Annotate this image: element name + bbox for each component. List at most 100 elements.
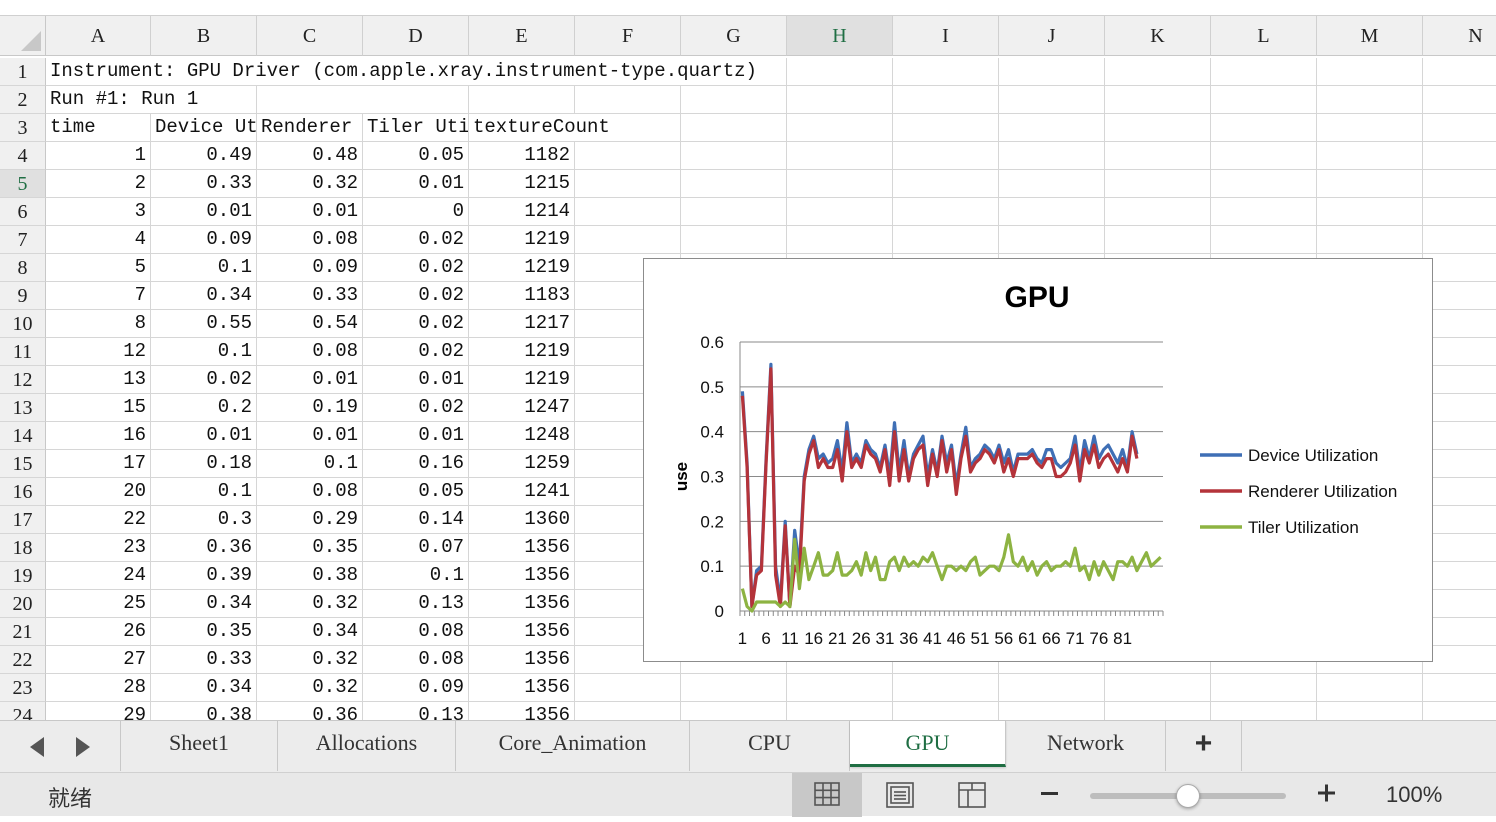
cell[interactable]: 0.08 (257, 478, 363, 506)
row-header[interactable]: 17 (0, 506, 46, 534)
cell[interactable]: 20 (46, 478, 151, 506)
cell[interactable]: Tiler Utilization (363, 114, 469, 142)
cell[interactable] (1211, 226, 1317, 254)
cell[interactable]: 5 (46, 254, 151, 282)
column-header-h[interactable]: H (787, 16, 893, 56)
cell[interactable] (893, 198, 999, 226)
cell[interactable]: 1356 (469, 702, 575, 720)
column-header-b[interactable]: B (151, 16, 257, 56)
sheet-tab-allocations[interactable]: Allocations (278, 721, 456, 771)
zoom-percentage[interactable]: 100% (1386, 782, 1443, 807)
cell[interactable]: 27 (46, 646, 151, 674)
cell[interactable]: 0.55 (151, 310, 257, 338)
row-header[interactable]: 18 (0, 534, 46, 562)
cell[interactable] (1423, 170, 1496, 198)
cell[interactable]: 0.54 (257, 310, 363, 338)
cell[interactable] (575, 142, 681, 170)
cell[interactable]: 0.33 (151, 646, 257, 674)
row-header[interactable]: 21 (0, 618, 46, 646)
cell[interactable] (1423, 478, 1496, 506)
cell[interactable]: 1219 (469, 338, 575, 366)
cell[interactable] (1423, 226, 1496, 254)
cell[interactable]: 1219 (469, 254, 575, 282)
column-header-f[interactable]: F (575, 16, 681, 56)
row-header[interactable]: 24 (0, 702, 46, 720)
cell[interactable]: 0.32 (257, 646, 363, 674)
sheet-tab-core-animation[interactable]: Core_Animation (456, 721, 690, 771)
row-header[interactable]: 22 (0, 646, 46, 674)
cell[interactable] (787, 58, 893, 86)
cell[interactable]: 0.34 (151, 590, 257, 618)
cell[interactable] (1211, 114, 1317, 142)
cell[interactable] (575, 114, 681, 142)
cell[interactable]: 1360 (469, 506, 575, 534)
cell[interactable] (681, 674, 787, 702)
cell[interactable]: 22 (46, 506, 151, 534)
cell[interactable]: 8 (46, 310, 151, 338)
cell[interactable]: 0.2 (151, 394, 257, 422)
cell[interactable] (1105, 674, 1211, 702)
cell[interactable] (1423, 702, 1496, 720)
cell[interactable]: 25 (46, 590, 151, 618)
cell[interactable]: 0.1 (257, 450, 363, 478)
page-break-view-button[interactable] (938, 773, 1008, 817)
cell[interactable]: 1214 (469, 198, 575, 226)
cell[interactable] (893, 86, 999, 114)
cell[interactable]: 0.14 (363, 506, 469, 534)
cell[interactable] (1423, 198, 1496, 226)
row-header[interactable]: 9 (0, 282, 46, 310)
cell[interactable] (999, 86, 1105, 114)
cell[interactable] (787, 170, 893, 198)
cell[interactable]: 1356 (469, 562, 575, 590)
cell[interactable]: 0.02 (363, 394, 469, 422)
cell[interactable]: 0.33 (257, 282, 363, 310)
cell[interactable]: 1182 (469, 142, 575, 170)
cell[interactable] (999, 170, 1105, 198)
cell[interactable]: 0.01 (151, 198, 257, 226)
cell[interactable] (681, 58, 787, 86)
cell[interactable]: 0.1 (151, 338, 257, 366)
cell[interactable] (575, 674, 681, 702)
row-header[interactable]: 14 (0, 422, 46, 450)
cell[interactable] (893, 226, 999, 254)
cell[interactable]: Device Utilization (151, 114, 257, 142)
cell[interactable]: time (46, 114, 151, 142)
column-header-j[interactable]: J (999, 16, 1105, 56)
cell[interactable]: 0.01 (363, 170, 469, 198)
sheet-tab-sheet1[interactable]: Sheet1 (120, 721, 278, 771)
row-header[interactable]: 19 (0, 562, 46, 590)
cell[interactable] (1317, 674, 1423, 702)
cell[interactable] (999, 58, 1105, 86)
cell[interactable]: 1356 (469, 674, 575, 702)
row-header[interactable]: 23 (0, 674, 46, 702)
cell[interactable] (1423, 674, 1496, 702)
column-header-d[interactable]: D (363, 16, 469, 56)
cell[interactable]: 28 (46, 674, 151, 702)
cell[interactable]: 0.36 (257, 702, 363, 720)
cell[interactable] (787, 86, 893, 114)
cell[interactable]: 0.38 (151, 702, 257, 720)
cell[interactable] (1317, 198, 1423, 226)
cell[interactable]: 13 (46, 366, 151, 394)
cell[interactable]: 12 (46, 338, 151, 366)
cell[interactable] (681, 114, 787, 142)
cell[interactable] (999, 198, 1105, 226)
cell[interactable]: 1 (46, 142, 151, 170)
cell[interactable] (681, 226, 787, 254)
cell[interactable] (1211, 142, 1317, 170)
cell[interactable]: 0.02 (363, 338, 469, 366)
cell[interactable]: 0.16 (363, 450, 469, 478)
cell[interactable]: 1219 (469, 366, 575, 394)
cell[interactable]: 0.09 (363, 674, 469, 702)
cell[interactable] (575, 702, 681, 720)
cell[interactable] (1423, 142, 1496, 170)
cell[interactable] (893, 702, 999, 720)
cell[interactable] (893, 114, 999, 142)
cell[interactable] (1105, 114, 1211, 142)
cell[interactable] (575, 226, 681, 254)
cell[interactable]: 0 (363, 198, 469, 226)
cell[interactable] (1423, 590, 1496, 618)
cell[interactable] (1105, 58, 1211, 86)
cell[interactable]: 0.1 (363, 562, 469, 590)
cell[interactable] (1105, 170, 1211, 198)
